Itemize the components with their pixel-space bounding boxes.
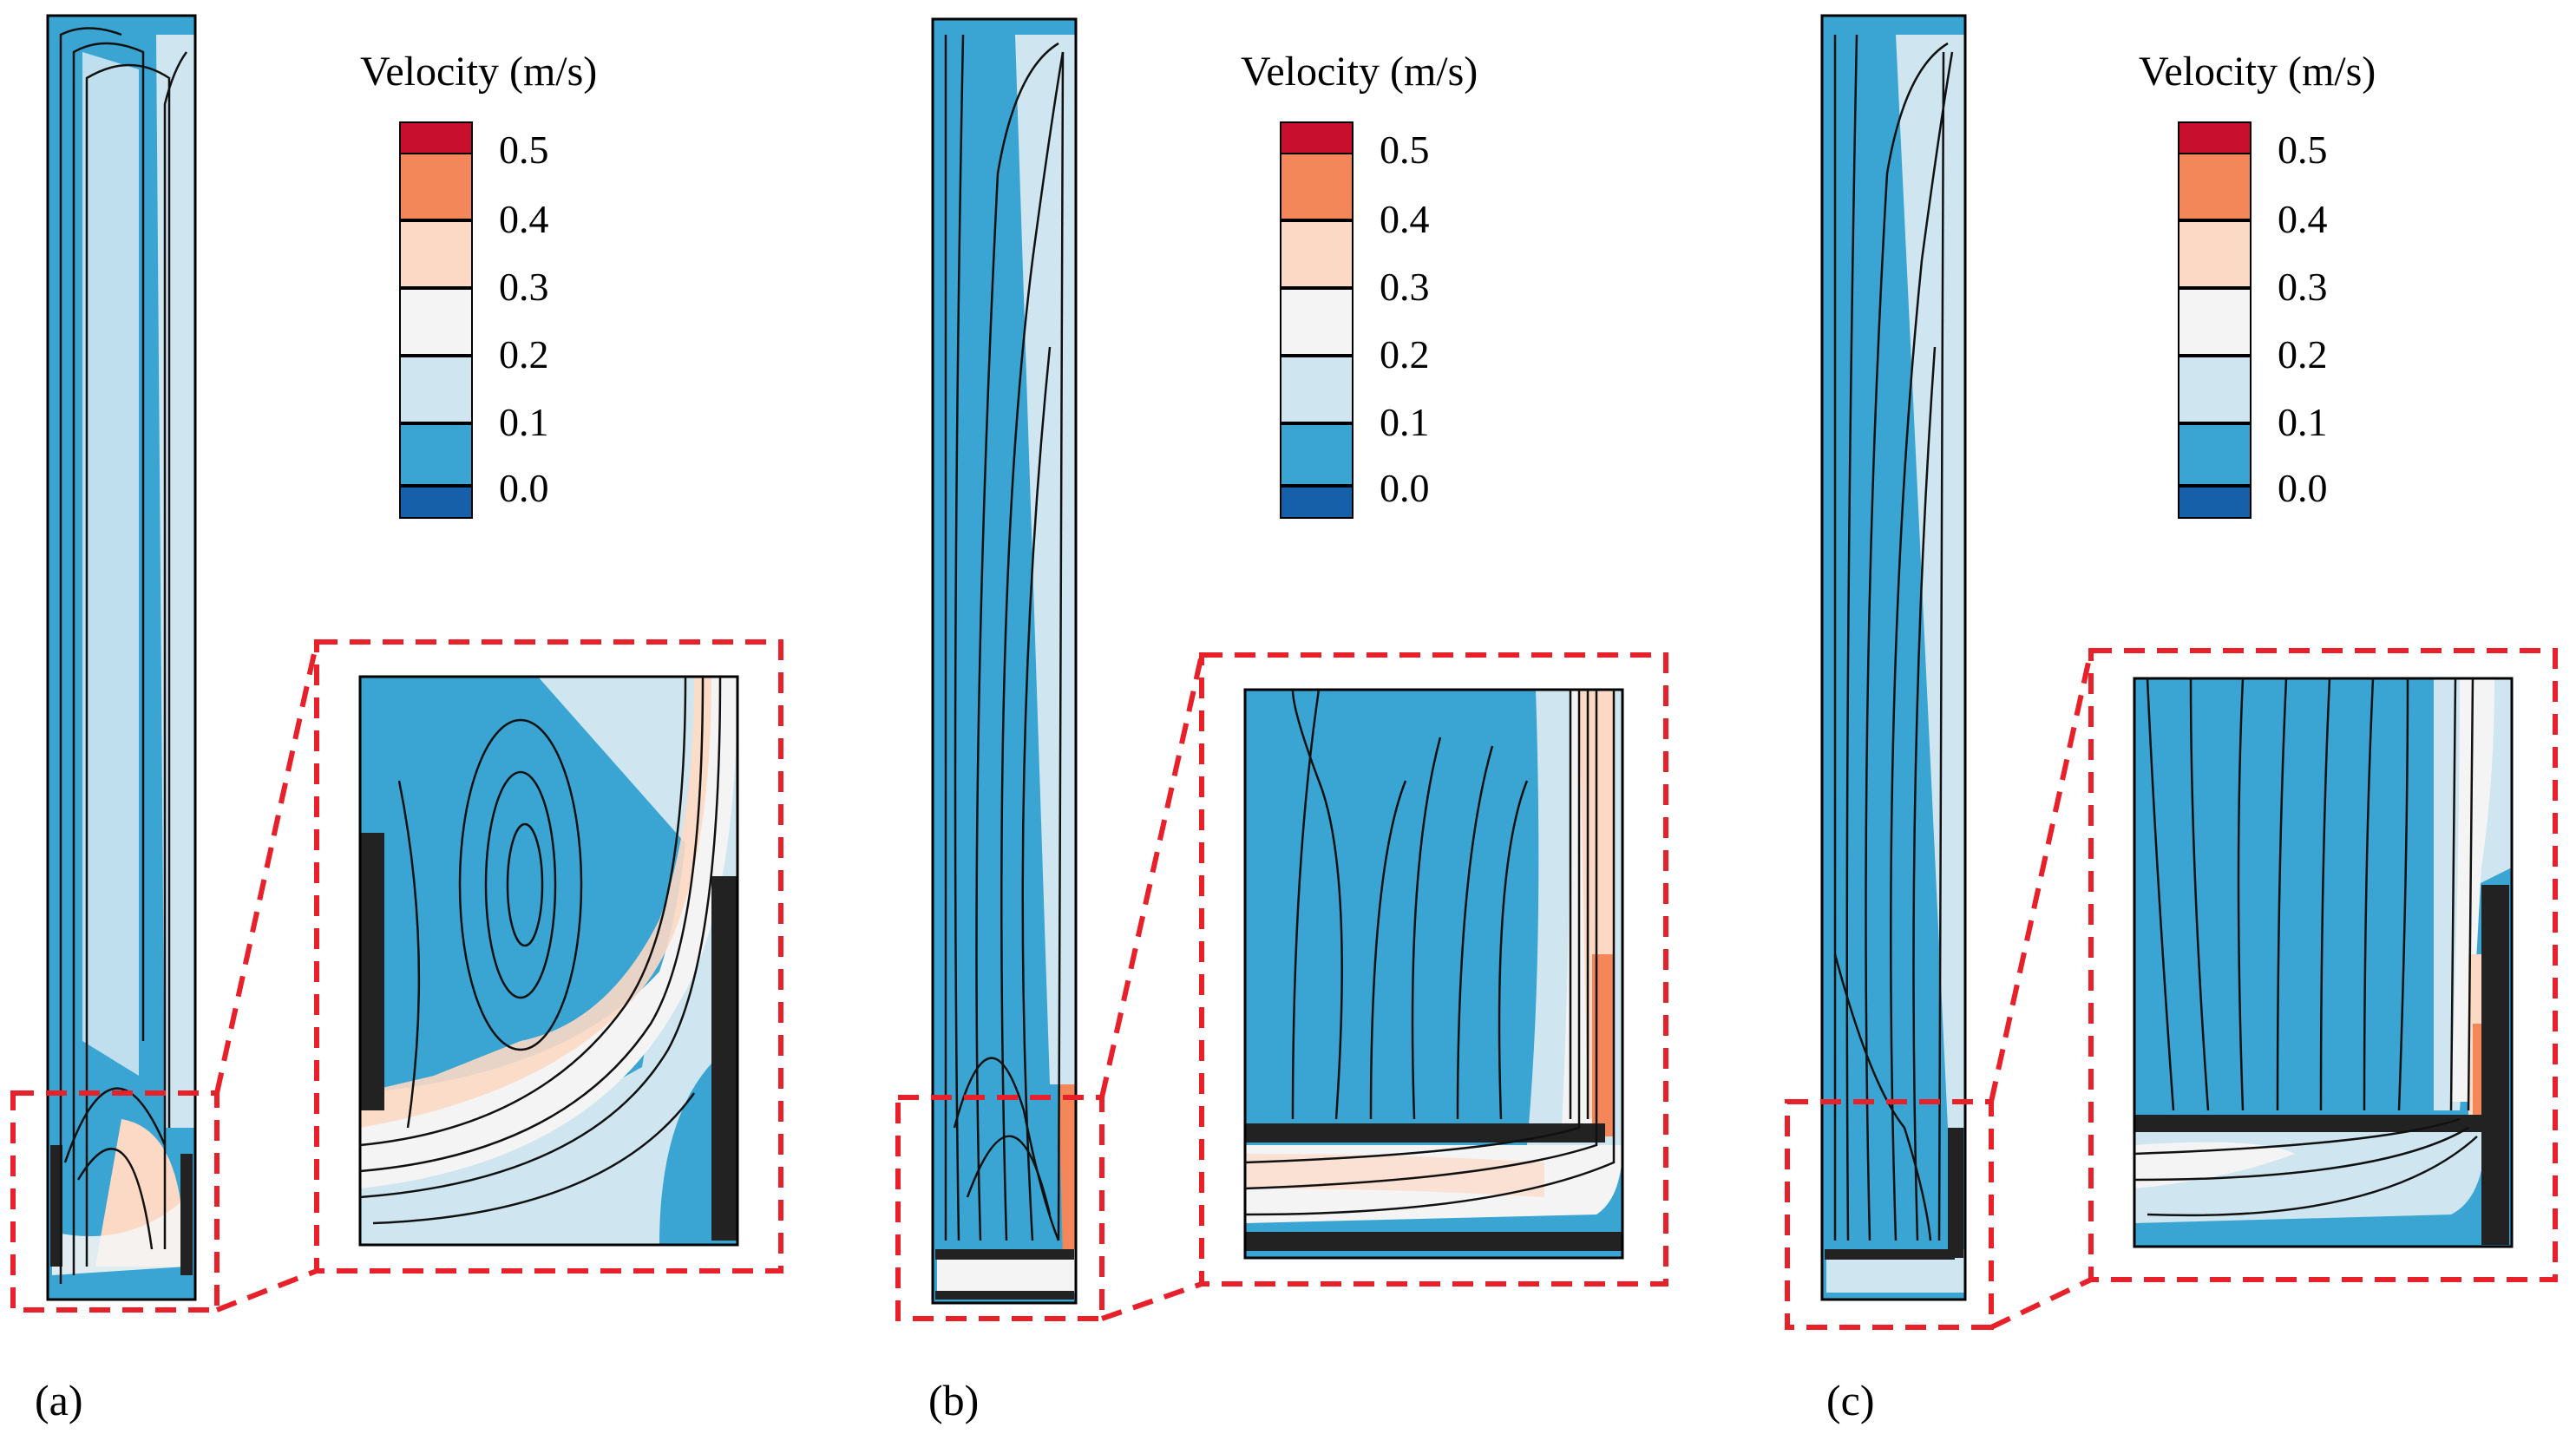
legend-swatch-0.0	[2178, 423, 2252, 486]
legend-swatch-0.5	[399, 121, 473, 154]
legend-swatch-0.0	[1280, 423, 1354, 486]
domain-b	[931, 17, 1078, 1305]
legend-title: Velocity (m/s)	[2139, 49, 2376, 95]
panel-b-plot	[895, 17, 1668, 1321]
legend-swatch-0.3	[1280, 220, 1354, 288]
legend-title: Velocity (m/s)	[360, 49, 598, 95]
legend-label: 0.1	[1380, 400, 1430, 444]
legend-label: 0.3	[2278, 265, 2328, 309]
zoom-source-c	[1785, 1099, 1994, 1330]
legend-label: 0.2	[2278, 332, 2328, 376]
legend-swatch-0.2	[1280, 288, 1354, 356]
legend-label: 0.4	[1380, 197, 1430, 241]
legend-label: 0.1	[2278, 400, 2328, 444]
legend-label: 0.2	[1380, 332, 1430, 376]
panel-a: Velocity (m/s) 0.5 0.4 0.3 0.2 0.1 0.	[0, 0, 859, 1447]
zoom-inset-b	[1243, 688, 1624, 1260]
panel-label-c: (c)	[1826, 1376, 1875, 1424]
legend-swatch-0.5	[1280, 121, 1354, 154]
legend-label: 0.0	[2278, 466, 2328, 510]
legend-swatch-0.1	[2178, 356, 2252, 423]
panel-b: Velocity (m/s) 0.5 0.4 0.3 0.2 0.1 0.0 (…	[885, 0, 1718, 1447]
legend-swatch-0.5	[2178, 121, 2252, 154]
legend-scale: 0.5 0.4 0.3 0.2 0.1 0.0	[399, 121, 573, 529]
legend-title: Velocity (m/s)	[1241, 49, 1478, 95]
panel-c-plot	[1785, 14, 2558, 1330]
domain-c	[1820, 14, 1967, 1301]
zoom-box-c	[2088, 648, 2558, 1282]
zoom-box-a	[314, 639, 783, 1273]
legend-label: 0.5	[2278, 128, 2328, 172]
panel-c: Velocity (m/s) 0.5 0.4 0.3 0.2 0.1 0.0 (…	[1774, 0, 2576, 1447]
legend-swatch-0.3	[2178, 220, 2252, 288]
domain-a	[46, 14, 197, 1301]
panel-label-b: (b)	[928, 1376, 980, 1424]
legend-label: 0.4	[2278, 197, 2328, 241]
legend-swatch-bottom	[1280, 486, 1354, 519]
legend-scale: 0.5 0.4 0.3 0.2 0.1 0.0	[2178, 121, 2351, 529]
legend-swatch-0.4	[1280, 153, 1354, 220]
zoom-source-a	[10, 1090, 220, 1313]
legend-label: 0.3	[499, 265, 549, 309]
legend-label: 0.5	[1380, 128, 1430, 172]
legend-label: 0.0	[499, 466, 549, 510]
zoom-box-b	[1199, 652, 1668, 1287]
legend-label: 0.4	[499, 197, 549, 241]
zoom-source-b	[895, 1095, 1104, 1321]
legend-scale: 0.5 0.4 0.3 0.2 0.1 0.0	[1280, 121, 1453, 529]
zoom-inset-a	[358, 675, 739, 1247]
legend-label: 0.0	[1380, 466, 1430, 510]
legend-swatch-0.2	[2178, 288, 2252, 356]
legend-label: 0.1	[499, 400, 549, 444]
panel-label-a: (a)	[35, 1376, 83, 1424]
legend-swatch-0.4	[2178, 153, 2252, 220]
legend-swatch-bottom	[2178, 486, 2252, 519]
legend-label: 0.2	[499, 332, 549, 376]
legend-swatch-0.1	[1280, 356, 1354, 423]
legend-swatch-bottom	[399, 486, 473, 519]
panel-a-plot	[10, 14, 783, 1313]
legend-label: 0.5	[499, 128, 549, 172]
zoom-inset-c	[2133, 677, 2514, 1248]
legend-label: 0.3	[1380, 265, 1430, 309]
